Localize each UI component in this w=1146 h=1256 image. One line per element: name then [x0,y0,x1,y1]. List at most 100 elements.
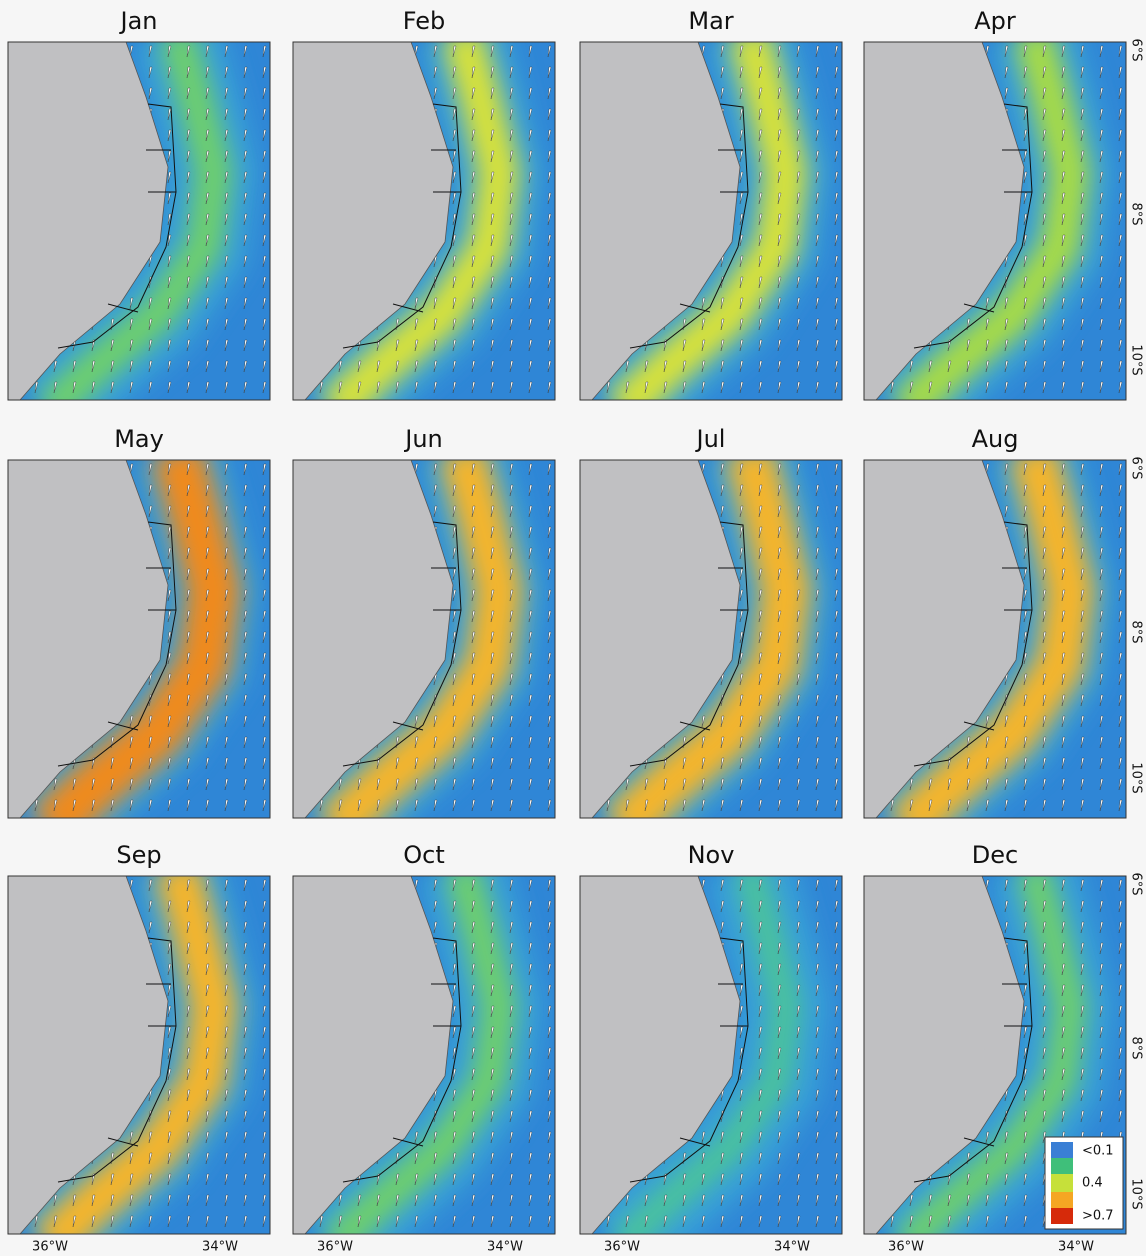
y-axis-label: 6°S [1129,38,1144,61]
shelf-boundary [57,937,177,1183]
x-axis-label: 34°W [774,1240,810,1255]
land [8,42,169,400]
x-axis-label: 36°W [317,1240,353,1255]
legend-label: 0.4 [1082,1176,1103,1191]
land [8,876,169,1234]
transect [392,567,461,731]
x-axis-label: 36°W [888,1240,924,1255]
map-content [8,876,270,1234]
x-axis-label: 34°W [1058,1240,1094,1255]
land [580,876,741,1234]
map-content [580,460,842,818]
x-axis-label: 34°W [487,1240,523,1255]
transect [107,983,176,1147]
panel-title: Jan [119,7,158,35]
panel-title: Apr [974,7,1016,35]
legend-swatch [1051,1192,1073,1208]
y-axis-label: 10°S [1129,762,1144,793]
panel-frame [7,875,271,1235]
map-panel [579,41,843,401]
y-axis-label: 8°S [1129,620,1144,643]
land [293,42,454,400]
map-content [864,460,1126,818]
land [864,460,1025,818]
map-panel [7,41,271,401]
x-axis-label: 36°W [604,1240,640,1255]
panels: Jan Feb Mar Apr 6°S 8°S 10°S May Jun Jul Aug 6°S 8°S… [7,7,1144,1255]
land [293,460,454,818]
panel-title: Jul [695,425,726,453]
y-axis-label: 10°S [1129,1178,1144,1209]
transect [107,567,176,731]
transect [392,149,461,313]
legend-swatch [1051,1174,1073,1192]
panel-frame [863,41,1127,401]
land [580,460,741,818]
panel-title: Jun [403,425,443,453]
panel-title: May [114,425,164,453]
panel-title: Mar [688,7,733,35]
panel-title: Nov [688,841,735,869]
transect [679,983,748,1147]
panel-title: Feb [403,7,446,35]
map-panel [292,459,556,819]
map-content [8,460,270,818]
map-content [293,876,555,1234]
map-content [580,42,842,400]
legend: <0.1 0.4 >0.7 [1044,1136,1124,1230]
x-axis-label: 36°W [32,1240,68,1255]
map-panel [292,41,556,401]
transect [392,983,461,1147]
panel-frame [579,41,843,401]
map-panel [7,875,271,1235]
legend-swatch [1051,1208,1073,1224]
map-panel [579,459,843,819]
shelf-boundary [57,521,177,767]
shelf-boundary [342,103,462,349]
legend-label: <0.1 [1082,1144,1114,1159]
shelf-boundary [629,103,749,349]
x-axis-label: 34°W [202,1240,238,1255]
y-axis-label: 8°S [1129,202,1144,225]
shelf-boundary [913,937,1033,1183]
legend-swatch [1051,1142,1073,1158]
transect [107,149,176,313]
panel-frame [292,41,556,401]
map-content [8,42,270,400]
transect [963,567,1032,731]
panel-frame [7,41,271,401]
shelf-boundary [629,521,749,767]
map-panel [7,459,271,819]
map-panel [292,875,556,1235]
map-content [293,460,555,818]
map-content [293,42,555,400]
shelf-boundary [342,937,462,1183]
panel-frame [579,875,843,1235]
panel-frame [7,459,271,819]
y-axis-label: 6°S [1129,456,1144,479]
y-axis-label: 6°S [1129,872,1144,895]
map-panel [579,875,843,1235]
panel-frame [292,875,556,1235]
land [864,42,1025,400]
land [580,42,741,400]
panel-title: Sep [116,841,161,869]
map-content [864,42,1126,400]
panel-title: Oct [403,841,445,869]
shelf-boundary [629,937,749,1183]
panel-frame [863,459,1127,819]
panel-frame [579,459,843,819]
land [864,876,1025,1234]
y-axis-label: 10°S [1129,344,1144,375]
shelf-boundary [342,521,462,767]
shelf-boundary [913,103,1033,349]
transect [679,149,748,313]
shelf-boundary [57,103,177,349]
legend-swatch [1051,1158,1073,1174]
land [8,460,169,818]
transect [963,149,1032,313]
map-panel [863,459,1127,819]
y-axis-label: 8°S [1129,1036,1144,1059]
legend-label: >0.7 [1082,1209,1114,1224]
